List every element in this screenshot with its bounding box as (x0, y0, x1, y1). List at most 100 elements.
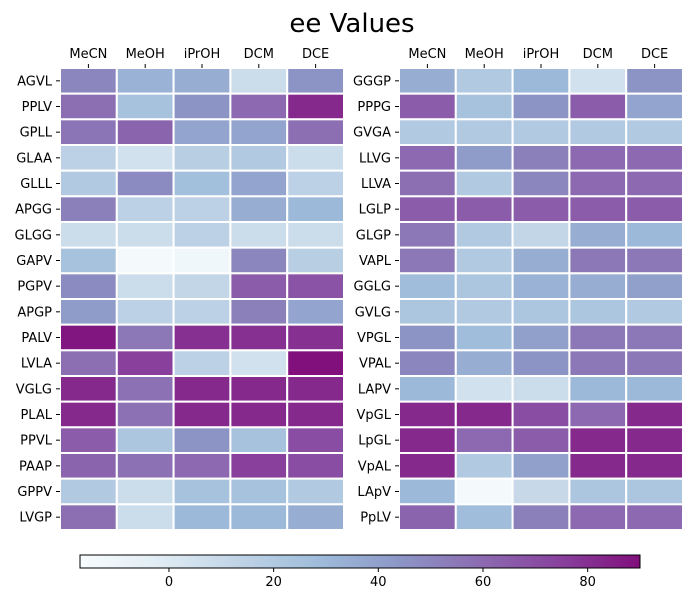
heatmap-cell (59, 503, 118, 532)
row-label: PGPV (17, 280, 52, 295)
heatmap-cell (229, 503, 289, 532)
column-label: MeOH (126, 47, 165, 62)
heatmap-cell (229, 169, 289, 198)
heatmap-cell (454, 169, 514, 198)
heatmap-cell (286, 477, 346, 506)
heatmap-cell (398, 144, 457, 172)
heatmap-cell (511, 221, 571, 249)
heatmap-cell (286, 452, 346, 480)
heatmap-cell (172, 169, 232, 198)
heatmap-cell (59, 400, 118, 429)
row-label: LGLP (359, 203, 392, 218)
heatmap-cell (59, 477, 118, 506)
row-label: GVGA (353, 126, 391, 141)
heatmap-cell (59, 169, 118, 198)
row-label: LpGL (358, 434, 392, 449)
heatmap-cell (286, 323, 346, 352)
heatmap-cell (625, 144, 685, 172)
heatmap-cell (229, 195, 289, 223)
row-label: GPLL (20, 126, 53, 141)
heatmap-cell (115, 375, 175, 403)
heatmap-cell (398, 195, 457, 223)
heatmap-cell (398, 349, 457, 378)
heatmap-cell (172, 221, 232, 249)
row-label: LApV (357, 485, 391, 500)
heatmap-cell (115, 169, 175, 198)
heatmap-cell (454, 92, 514, 121)
row-label: LVGP (19, 511, 52, 526)
row-label: GLAA (16, 151, 52, 166)
heatmap-cell (625, 195, 685, 223)
heatmap-cell (229, 323, 289, 352)
heatmap-cell (568, 118, 628, 147)
heatmap-cell (511, 169, 571, 198)
heatmap-cell (625, 272, 685, 301)
heatmap-cell (286, 400, 346, 429)
row-label: GLGP (356, 228, 391, 243)
heatmap-cell (625, 452, 685, 480)
row-label: VGLG (16, 382, 52, 397)
heatmap-cell (568, 246, 628, 275)
heatmap-cell (568, 144, 628, 172)
heatmap-cell (115, 426, 175, 455)
heatmap-cell (229, 118, 289, 147)
heatmap-cell (568, 67, 628, 95)
colorbar-tick-label: 80 (579, 575, 596, 590)
heatmap-cell (172, 426, 232, 455)
heatmap-cell (568, 452, 628, 480)
heatmap-cell (568, 221, 628, 249)
heatmap-cell (511, 503, 571, 532)
heatmap-cell (115, 92, 175, 121)
heatmap-cell (286, 92, 346, 121)
heatmap-cell (398, 118, 457, 147)
heatmap-cell (286, 221, 346, 249)
heatmap-cell (568, 477, 628, 506)
colorbar-tick-label: 40 (370, 575, 387, 590)
heatmap-cell (625, 349, 685, 378)
heatmap-cell (59, 144, 118, 172)
column-label: iPrOH (184, 47, 221, 62)
heatmap-cell (229, 272, 289, 301)
heatmap-cell (115, 118, 175, 147)
heatmap-cell (454, 426, 514, 455)
heatmap-cell (568, 272, 628, 301)
heatmap-cell (568, 195, 628, 223)
heatmap-cell (172, 118, 232, 147)
heatmap-cell (286, 195, 346, 223)
heatmap-cell (229, 221, 289, 249)
column-label: MeCN (408, 47, 446, 62)
heatmap-cell (398, 246, 457, 275)
heatmap-cell (511, 349, 571, 378)
heatmap-cell (454, 477, 514, 506)
heatmap-cell (59, 221, 118, 249)
heatmap-cell (286, 272, 346, 301)
heatmap-cell (115, 503, 175, 532)
heatmap-cell (398, 426, 457, 455)
colorbar-tick-label: 60 (475, 575, 492, 590)
heatmap-cell (172, 452, 232, 480)
heatmap-cell (511, 92, 571, 121)
heatmap-cell (625, 400, 685, 429)
row-label: GLGG (15, 228, 52, 243)
heatmap-cell (625, 298, 685, 326)
row-label: GGLG (354, 280, 391, 295)
heatmap-cell (625, 169, 685, 198)
heatmap-cell (115, 298, 175, 326)
heatmap-cell (59, 246, 118, 275)
heatmap-cell (229, 144, 289, 172)
row-label: LVLA (21, 357, 52, 372)
row-label: PLAL (20, 408, 52, 423)
heatmap-cell (454, 400, 514, 429)
heatmap-cell (229, 375, 289, 403)
heatmap-cell (625, 67, 685, 95)
row-label: VpGL (357, 408, 392, 423)
heatmap-cell (398, 400, 457, 429)
heatmap-cell (511, 67, 571, 95)
colorbar-tick-label: 0 (165, 575, 173, 590)
heatmap-cell (59, 298, 118, 326)
heatmap-cell (172, 67, 232, 95)
heatmap-cell (115, 67, 175, 95)
heatmap-cell (172, 246, 232, 275)
heatmap-cell (511, 323, 571, 352)
heatmap-cell (454, 452, 514, 480)
